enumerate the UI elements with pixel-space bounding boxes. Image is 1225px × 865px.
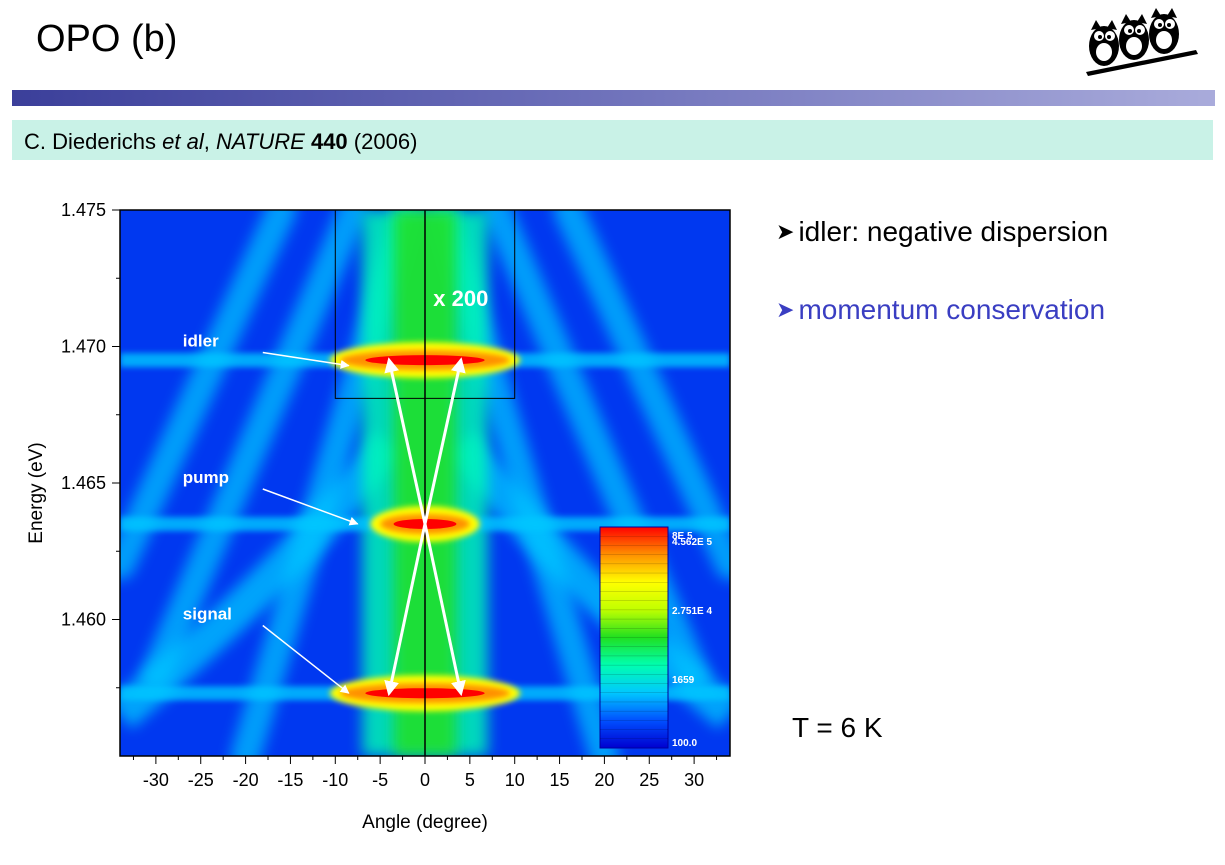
- x-tick-label: 15: [550, 770, 570, 790]
- dispersion-branch-right: [553, 210, 730, 580]
- conservation-arrow-2: [384, 523, 427, 697]
- annotation-pointer-idler: [262, 351, 350, 369]
- colorbar-label: 8E 5: [672, 531, 693, 542]
- citation-journal: NATURE: [216, 129, 305, 154]
- arrowhead-bullet-icon: ➤: [776, 219, 795, 244]
- annotation-pointer-pump: [262, 488, 359, 526]
- annotation-signal: signal: [183, 605, 232, 624]
- y-tick-label: 1.475: [61, 200, 106, 220]
- bullet-momentum: ➤ momentum conservation: [776, 294, 1105, 326]
- arrowhead-bullet-icon: ➤: [776, 297, 795, 322]
- conservation-arrow-3: [423, 523, 466, 697]
- x-tick-label: 25: [639, 770, 659, 790]
- x-tick-label: 0: [420, 770, 430, 790]
- slide-title: OPO (b): [36, 18, 178, 60]
- x-tick-label: -10: [322, 770, 348, 790]
- x-tick-label: -30: [143, 770, 169, 790]
- x-tick-label: -25: [188, 770, 214, 790]
- bullet-idler: ➤ idler: negative dispersion: [776, 216, 1108, 248]
- colorbar-label: 1659: [672, 675, 695, 686]
- y-tick-label: 1.465: [61, 473, 106, 493]
- dispersion-branch-left: [140, 210, 369, 690]
- citation-year: (2006): [353, 129, 418, 154]
- y-axis-label: Energy (eV): [26, 442, 47, 543]
- title-underline-bar: [12, 90, 1215, 106]
- colorbar-label: 100.0: [672, 738, 697, 749]
- colorbar: [599, 526, 669, 749]
- x-tick-label: 30: [684, 770, 704, 790]
- bullet-momentum-text: momentum conservation: [798, 294, 1106, 325]
- x-tick-label: -20: [233, 770, 259, 790]
- bullet-idler-text: idler: negative dispersion: [798, 216, 1109, 247]
- y-tick-label: 1.460: [61, 610, 106, 630]
- temperature-label: T = 6 K: [792, 712, 883, 743]
- owls-logo-icon: [1086, 8, 1198, 76]
- annotation-pointer-signal: [262, 624, 350, 694]
- citation-box: C. Diederichs et al, NATURE 440 (2006): [12, 120, 1213, 160]
- x-tick-label: 10: [505, 770, 525, 790]
- x-tick-label: -5: [372, 770, 388, 790]
- x-tick-label: 20: [594, 770, 614, 790]
- citation-text: C. Diederichs et al, NATURE 440 (2006): [24, 129, 418, 154]
- annotation-pump: pump: [183, 468, 229, 487]
- citation-authors: C. Diederichs: [24, 129, 157, 154]
- dispersion-branch-left: [120, 210, 297, 580]
- conservation-arrow-1: [423, 357, 466, 525]
- citation-volume: 440: [310, 129, 348, 154]
- x-tick-label: -15: [277, 770, 303, 790]
- colorbar-label: 4.562E 5: [672, 537, 712, 548]
- annotation-idler: idler: [183, 332, 219, 351]
- magnification-label: x 200: [433, 286, 488, 311]
- y-tick-label: 1.470: [61, 337, 106, 357]
- x-tick-label: 5: [465, 770, 475, 790]
- colorbar-label: 2.751E 4: [672, 606, 712, 617]
- conservation-arrow-0: [384, 357, 427, 525]
- citation-etal: et al: [162, 129, 204, 154]
- x-axis-label: Angle (degree): [362, 812, 488, 833]
